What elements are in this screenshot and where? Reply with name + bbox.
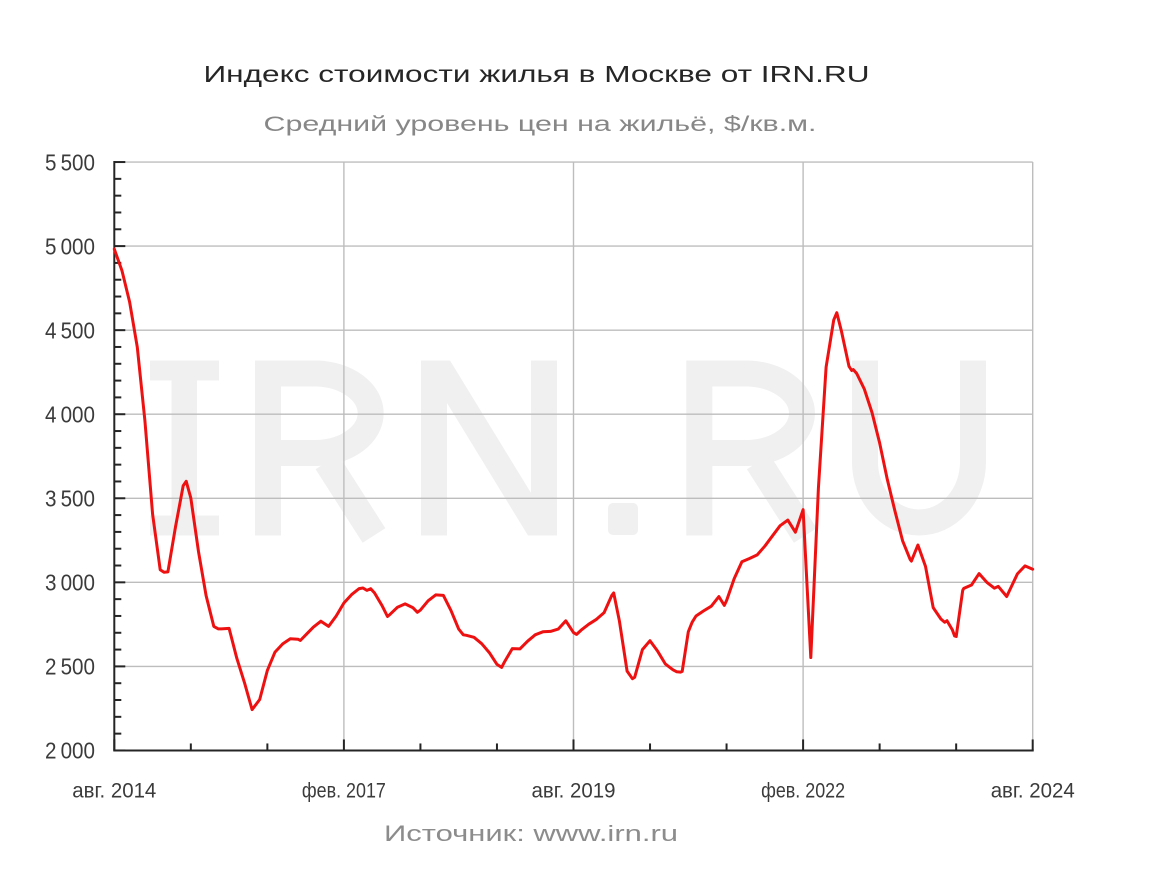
svg-text:Индекс стоимости жилья в Москв: Индекс стоимости жилья в Москве от IRN.R… xyxy=(204,61,870,87)
svg-text:фев. 2022: фев. 2022 xyxy=(761,779,845,803)
svg-text:5 500: 5 500 xyxy=(45,149,95,175)
svg-text:5 000: 5 000 xyxy=(45,233,95,259)
svg-text:авг. 2024: авг. 2024 xyxy=(991,779,1075,803)
svg-text:4 500: 4 500 xyxy=(45,318,95,344)
svg-text:2 000: 2 000 xyxy=(45,738,95,764)
svg-text:Источник: www.irn.ru: Источник: www.irn.ru xyxy=(384,821,678,846)
svg-text:3 000: 3 000 xyxy=(45,570,95,596)
svg-text:фев. 2017: фев. 2017 xyxy=(302,779,386,803)
svg-text:Средний уровень цен на жильё,: Средний уровень цен на жильё, $/кв.м. xyxy=(264,113,817,136)
svg-text:авг. 2014: авг. 2014 xyxy=(72,779,156,803)
svg-text:2 500: 2 500 xyxy=(45,654,95,680)
svg-text:4 000: 4 000 xyxy=(45,402,95,428)
svg-text:авг. 2019: авг. 2019 xyxy=(532,779,616,803)
svg-text:3 500: 3 500 xyxy=(45,486,95,512)
